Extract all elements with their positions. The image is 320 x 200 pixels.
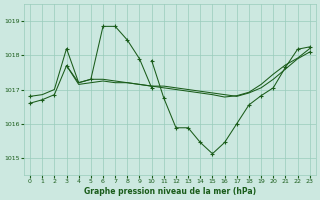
X-axis label: Graphe pression niveau de la mer (hPa): Graphe pression niveau de la mer (hPa) [84, 187, 256, 196]
